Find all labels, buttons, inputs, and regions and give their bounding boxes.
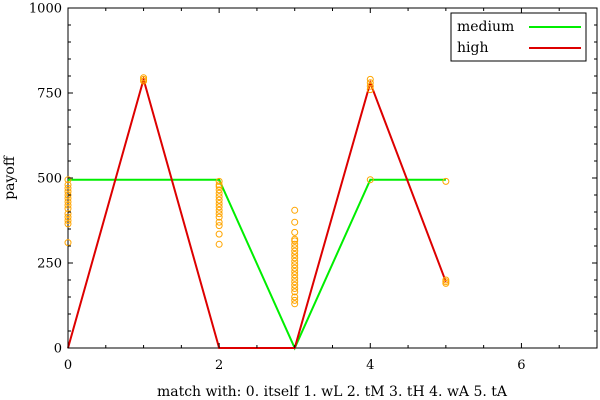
scatter-point bbox=[291, 271, 299, 279]
legend-box bbox=[450, 12, 587, 62]
y-tick-label: 1000 bbox=[29, 2, 62, 17]
scatter-point bbox=[215, 183, 223, 190]
scatter-point bbox=[291, 278, 299, 286]
scatter-point bbox=[215, 230, 223, 238]
scatter-point bbox=[291, 254, 299, 262]
scatter-point bbox=[291, 206, 299, 214]
scatter-point bbox=[291, 247, 299, 255]
scatter-point bbox=[366, 75, 374, 83]
scatter-point bbox=[215, 203, 223, 211]
y-tick-label: 750 bbox=[37, 87, 62, 102]
ticks: 0 2 4 6 0 250 500 750 1000 bbox=[29, 2, 598, 373]
scatter-point bbox=[366, 79, 374, 87]
scatter-point bbox=[291, 264, 299, 272]
scatter-point bbox=[291, 288, 299, 296]
scatter-point bbox=[64, 213, 72, 221]
scatter-point bbox=[215, 222, 223, 230]
scatter-point bbox=[442, 279, 450, 287]
scatter-point bbox=[291, 274, 299, 282]
x-tick-label: 2 bbox=[215, 358, 223, 373]
x-axis-label: match with: 0. itself 1. wL 2. tM 3. tH … bbox=[157, 384, 508, 400]
scatter-points bbox=[64, 74, 450, 308]
scatter-point bbox=[291, 228, 299, 236]
scatter-point bbox=[215, 218, 223, 226]
scatter-point bbox=[291, 257, 299, 265]
scatter-point bbox=[291, 296, 299, 304]
scatter-point bbox=[442, 177, 450, 185]
scatter-point bbox=[64, 176, 72, 184]
scatter-point bbox=[64, 217, 72, 224]
scatter-point bbox=[64, 198, 72, 206]
x-tick-label: 4 bbox=[366, 358, 374, 373]
scatter-point bbox=[291, 218, 299, 226]
series-lines bbox=[67, 75, 447, 351]
scatter-point bbox=[140, 77, 148, 85]
y-tick-label: 250 bbox=[37, 257, 62, 272]
scatter-point bbox=[64, 220, 72, 228]
scatter-point bbox=[366, 176, 374, 184]
scatter-point bbox=[215, 206, 223, 214]
scatter-point bbox=[215, 186, 223, 194]
scatter-point bbox=[215, 189, 223, 197]
scatter-point bbox=[64, 181, 72, 189]
legend-label-medium: medium bbox=[457, 19, 514, 35]
scatter-point bbox=[215, 213, 223, 221]
scatter-point bbox=[366, 82, 374, 90]
scatter-point bbox=[291, 244, 299, 252]
series-line-high bbox=[67, 75, 447, 349]
scatter-point bbox=[215, 177, 223, 185]
scatter-point bbox=[291, 300, 299, 308]
scatter-point bbox=[215, 193, 223, 201]
scatter-point bbox=[291, 268, 299, 275]
scatter-point bbox=[64, 201, 72, 209]
scatter-point bbox=[291, 237, 299, 245]
scatter-point bbox=[291, 240, 299, 248]
y-axis-label: payoff bbox=[2, 155, 18, 200]
series-line-medium bbox=[68, 178, 446, 351]
scatter-point bbox=[291, 293, 299, 301]
legend: medium high bbox=[450, 12, 587, 62]
scatter-point bbox=[215, 196, 223, 204]
scatter-point bbox=[291, 281, 299, 289]
scatter-point bbox=[215, 200, 223, 207]
y-tick-label: 0 bbox=[54, 342, 62, 357]
scatter-point bbox=[291, 251, 299, 258]
y-tick-label: 500 bbox=[37, 172, 62, 187]
scatter-point bbox=[64, 184, 72, 192]
scatter-point bbox=[366, 86, 374, 94]
x-tick-label: 6 bbox=[517, 358, 525, 373]
scatter-point bbox=[291, 285, 299, 292]
legend-label-high: high bbox=[457, 40, 488, 56]
scatter-point bbox=[215, 210, 223, 218]
x-tick-label: 0 bbox=[64, 358, 72, 373]
scatter-point bbox=[291, 261, 299, 269]
scatter-point bbox=[215, 240, 223, 248]
scatter-point bbox=[64, 210, 72, 218]
